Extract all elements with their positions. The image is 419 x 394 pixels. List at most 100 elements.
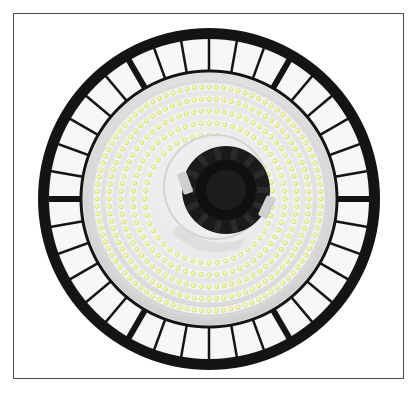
led-chip <box>221 307 227 313</box>
led-chip <box>199 308 205 314</box>
led-chip <box>130 152 136 158</box>
led-chip <box>138 107 144 113</box>
led-chip <box>206 120 212 126</box>
led-chip <box>263 129 268 134</box>
led-chip <box>122 270 128 276</box>
led-chip <box>161 151 167 157</box>
led-chip <box>295 128 301 134</box>
led-chip <box>184 86 190 92</box>
led-chip <box>206 296 212 302</box>
led-chip <box>299 233 305 238</box>
led-chip <box>257 268 262 274</box>
led-chip <box>282 196 288 202</box>
led-chip <box>274 269 280 275</box>
led-chip <box>176 113 182 119</box>
led-chip <box>243 103 248 109</box>
led-chip <box>268 134 274 140</box>
led-chip <box>170 289 175 295</box>
led-chip <box>123 140 129 146</box>
led-chip <box>138 123 144 129</box>
led-chip <box>314 167 320 173</box>
driver-clip-right <box>258 195 276 219</box>
led-chip <box>109 218 114 224</box>
led-chip <box>183 281 189 287</box>
led-chip <box>293 146 299 152</box>
led-chip <box>289 252 295 258</box>
led-chip <box>268 289 274 295</box>
led-chip <box>140 234 146 240</box>
heatsink-spoke <box>49 169 84 179</box>
led-chip <box>183 111 189 117</box>
led-chip <box>243 116 249 122</box>
led-chip <box>280 212 286 218</box>
led-chip <box>126 159 132 165</box>
led-chip <box>199 84 205 90</box>
led-chip <box>100 232 106 238</box>
heatsink-spoke <box>179 324 189 359</box>
led-chip <box>123 166 129 172</box>
led-chip <box>268 258 274 264</box>
heatsink-spoke <box>334 219 369 229</box>
led-chip <box>249 106 255 112</box>
led-chip <box>230 124 235 130</box>
led-chip <box>144 180 150 185</box>
heatsink-spoke <box>229 39 239 74</box>
led-chip <box>161 135 167 140</box>
led-chip <box>213 308 219 314</box>
led-chip <box>190 134 195 140</box>
led-chip <box>143 188 148 194</box>
led-chip <box>111 167 116 172</box>
led-chip <box>121 173 127 179</box>
led-chip <box>133 128 139 134</box>
led-chip <box>106 246 111 251</box>
led-chip <box>106 204 112 209</box>
led-chip <box>299 160 305 165</box>
led-chip <box>228 86 234 92</box>
led-chip <box>134 146 140 151</box>
led-chip <box>106 189 112 194</box>
driver-fin <box>213 147 223 161</box>
led-chip <box>132 112 138 118</box>
led-chip <box>282 204 287 210</box>
led-chip <box>103 239 108 245</box>
led-chip <box>170 103 175 109</box>
led-chip <box>168 130 174 136</box>
led-chip <box>150 293 156 299</box>
led-chip <box>249 300 255 305</box>
led-chip <box>151 164 156 170</box>
led-chip <box>131 188 136 194</box>
led-chip <box>118 188 124 194</box>
led-chip <box>304 174 309 180</box>
led-chip <box>121 219 127 225</box>
led-chip <box>183 124 188 130</box>
heatsink-spoke <box>229 324 239 359</box>
led-chip <box>304 218 309 224</box>
led-chip <box>113 134 119 140</box>
led-chip <box>285 117 291 123</box>
led-chip <box>257 140 263 145</box>
led-chip <box>190 270 196 276</box>
led-chip <box>177 101 182 106</box>
led-chip <box>161 258 167 263</box>
heatsink-spoke <box>251 318 266 352</box>
led-chip <box>228 99 234 104</box>
led-chip <box>249 93 255 98</box>
led-chip <box>303 140 309 146</box>
led-chip <box>299 258 305 264</box>
led-chip <box>314 225 320 231</box>
led-chip <box>126 233 132 239</box>
led-chip <box>150 113 156 119</box>
led-chip <box>206 96 212 102</box>
led-chip <box>103 153 108 159</box>
led-chip <box>317 181 323 187</box>
led-chip <box>318 196 324 202</box>
led-chip <box>221 283 227 289</box>
led-chip <box>312 160 318 166</box>
led-chip <box>122 122 128 128</box>
led-chip <box>191 97 197 103</box>
led-chip <box>286 233 292 239</box>
led-chip <box>94 203 100 209</box>
led-chip <box>262 113 268 119</box>
led-chip <box>144 274 150 280</box>
led-chip <box>251 241 257 247</box>
